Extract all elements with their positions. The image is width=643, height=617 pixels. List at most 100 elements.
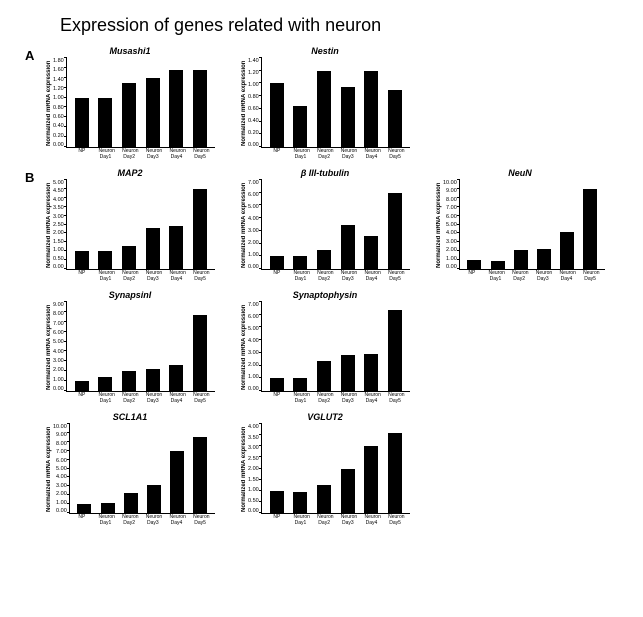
x-labels: NPNeuronDay1NeuronDay2NeuronDay3NeuronDa… <box>67 270 215 282</box>
bar <box>75 98 89 147</box>
bar <box>169 70 183 147</box>
x-labels: NPNeuronDay1NeuronDay2NeuronDay3NeuronDa… <box>67 148 215 160</box>
chart-title: NeuN <box>435 168 605 178</box>
chart-neun: NeuN Normalized mRNA expression10.009.008… <box>435 168 605 282</box>
bar <box>170 451 184 513</box>
y-axis-label: Normalized mRNA expression <box>240 180 248 270</box>
bar <box>101 503 115 513</box>
bar <box>270 83 284 147</box>
bar <box>514 250 528 269</box>
x-labels: NPNeuronDay1NeuronDay2NeuronDay3NeuronDa… <box>67 392 215 404</box>
bar <box>169 365 183 391</box>
chart-map2: MAP2Normalized mRNA expression5.004.504.… <box>45 168 215 282</box>
bar <box>364 446 378 513</box>
bar <box>583 189 597 269</box>
chart-row: BMAP2Normalized mRNA expression5.004.504… <box>45 168 623 282</box>
bar <box>317 71 331 147</box>
chart-title: Musashi1 <box>45 46 215 56</box>
bar <box>193 315 207 391</box>
bar <box>270 491 284 513</box>
bar <box>388 310 402 391</box>
plot-area <box>261 58 410 148</box>
x-labels: NPNeuronDay1NeuronDay2NeuronDay3NeuronDa… <box>67 514 215 526</box>
plot-area <box>261 424 410 514</box>
bar <box>169 226 183 269</box>
bar <box>122 371 136 391</box>
panel-label-b: B <box>25 170 34 185</box>
y-axis-label: Normalized mRNA expression <box>240 58 248 148</box>
bar <box>75 251 89 269</box>
bar <box>293 492 307 513</box>
chart-vglut2: VGLUT2Normalized mRNA expression4.003.50… <box>240 412 410 526</box>
bar <box>193 189 207 269</box>
plot-area <box>69 424 215 514</box>
bar <box>341 469 355 514</box>
bar <box>98 251 112 269</box>
y-axis-label: Normalized mRNA expression <box>240 424 248 514</box>
chart-synapto: Synaptophysin Normalized mRNA expression7… <box>240 290 410 404</box>
bar <box>146 228 160 269</box>
bar <box>193 70 207 147</box>
chart-title: MAP2 <box>45 168 215 178</box>
bar <box>146 369 160 391</box>
chart-row: SCL1A1 Normalized mRNA expression 10.009.0… <box>45 412 623 526</box>
bar <box>364 71 378 147</box>
chart-row: SynapsinINormalized mRNA expression9.008… <box>45 290 623 404</box>
plot-area <box>459 180 605 270</box>
bar <box>98 377 112 391</box>
bar <box>364 236 378 269</box>
bar <box>341 355 355 391</box>
bar <box>388 433 402 513</box>
bar <box>537 249 551 269</box>
bar <box>388 193 402 269</box>
bar <box>388 90 402 147</box>
y-axis-label: Normalized mRNA expression <box>45 302 53 392</box>
bar <box>491 261 505 269</box>
chart-title: SCL1A1 <box>45 412 215 422</box>
bar <box>124 493 138 513</box>
y-ticks: 9.008.007.006.005.004.003.002.001.000.00 <box>53 302 66 392</box>
chart-b3tub: β III-tubulin Normalized mRNA expression7… <box>240 168 410 282</box>
chart-title: SynapsinI <box>45 290 215 300</box>
bar <box>146 78 160 147</box>
y-ticks: 10.009.008.007.006.005.004.003.002.001.0… <box>53 424 69 514</box>
chart-row: AMusashi1Normalized mRNA expression1.801… <box>45 46 623 160</box>
x-labels: NPNeuronDay1NeuronDay2NeuronDay3NeuronDa… <box>262 514 410 526</box>
chart-synapsin: SynapsinI Normalized mRNA expression9.008… <box>45 290 215 404</box>
chart-musashi1: Musashi1 Normalized mRNA expression1.801.… <box>45 46 215 160</box>
panel-label-a: A <box>25 48 34 63</box>
chart-nestin: Nestin Normalized mRNA expression1.401.20… <box>240 46 410 160</box>
bar <box>122 83 136 147</box>
y-ticks: 10.009.008.007.006.005.004.003.002.001.0… <box>443 180 459 270</box>
y-ticks: 7.006.005.004.003.002.001.000.00 <box>248 302 261 392</box>
bar <box>77 504 91 513</box>
bar <box>467 260 481 269</box>
y-axis-label: Normalized mRNA expression <box>45 58 53 148</box>
bar <box>75 381 89 391</box>
chart-scl1a1: SCL1A1Normalized mRNA expression10.009.0… <box>45 412 215 526</box>
x-labels: NPNeuronDay1NeuronDay2NeuronDay3NeuronDa… <box>457 270 605 282</box>
y-ticks: 1.401.201.000.800.600.400.200.00 <box>248 58 261 148</box>
x-labels: NPNeuronDay1NeuronDay2NeuronDay3NeuronDa… <box>262 392 410 404</box>
page-title: Expression of genes related with neuron <box>60 15 623 36</box>
y-axis-label: Normalized mRNA expression <box>435 180 443 270</box>
y-ticks: 1.801.601.401.201.000.800.600.400.200.00 <box>53 58 66 148</box>
y-axis-label: Normalized mRNA expression <box>240 302 248 392</box>
bar <box>270 378 284 391</box>
x-labels: NPNeuronDay1NeuronDay2NeuronDay3NeuronDa… <box>262 270 410 282</box>
y-ticks: 7.006.005.004.003.002.001.000.00 <box>248 180 261 270</box>
plot-area <box>66 58 215 148</box>
bar <box>341 225 355 270</box>
bar <box>98 98 112 147</box>
bar <box>293 378 307 391</box>
bar <box>341 87 355 147</box>
bar <box>317 250 331 269</box>
bar <box>122 246 136 269</box>
chart-title: β III-tubulin <box>240 168 410 178</box>
plot-area <box>261 302 410 392</box>
chart-title: VGLUT2 <box>240 412 410 422</box>
bar <box>147 485 161 513</box>
chart-title: Nestin <box>240 46 410 56</box>
charts-container: AMusashi1Normalized mRNA expression1.801… <box>20 46 623 526</box>
chart-title: Synaptophysin <box>240 290 410 300</box>
